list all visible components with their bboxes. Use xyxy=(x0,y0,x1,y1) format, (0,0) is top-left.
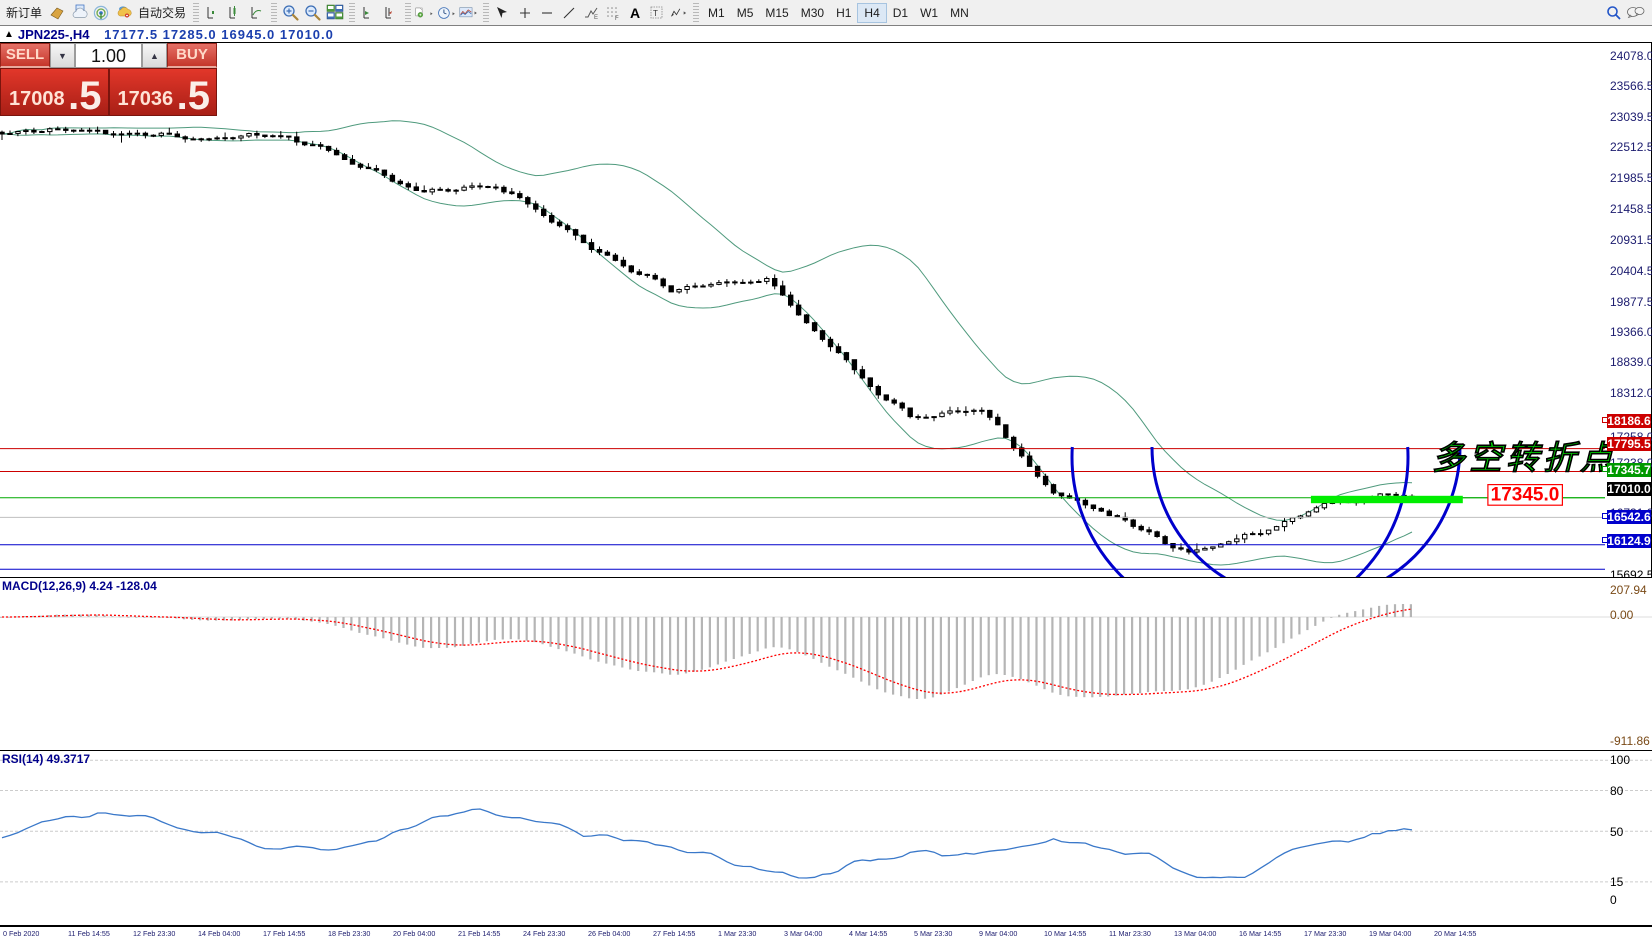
svg-text:T: T xyxy=(653,9,658,18)
svg-text:E: E xyxy=(594,15,598,21)
svg-text:多空转折点: 多空转折点 xyxy=(1432,439,1617,476)
svg-text:17345.0: 17345.0 xyxy=(1491,485,1560,506)
svg-text:F: F xyxy=(615,16,619,21)
